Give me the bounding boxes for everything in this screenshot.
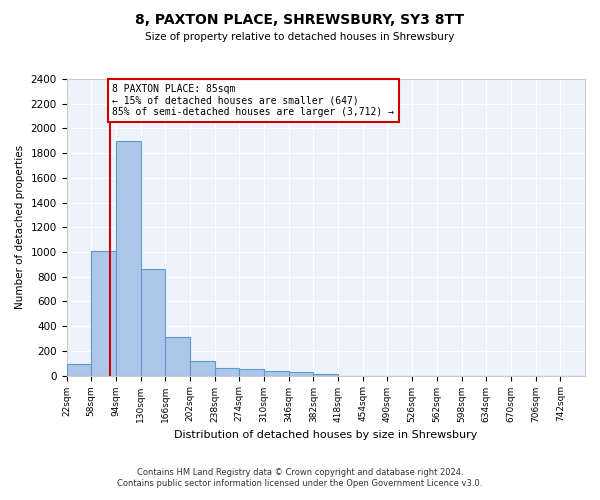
- Y-axis label: Number of detached properties: Number of detached properties: [15, 145, 25, 310]
- Bar: [215, 368, 239, 376]
- Bar: [313, 374, 338, 376]
- Text: Size of property relative to detached houses in Shrewsbury: Size of property relative to detached ho…: [145, 32, 455, 42]
- Text: Contains HM Land Registry data © Crown copyright and database right 2024.
Contai: Contains HM Land Registry data © Crown c…: [118, 468, 482, 487]
- Bar: [165, 336, 190, 376]
- Bar: [91, 251, 116, 376]
- Bar: [116, 142, 140, 376]
- Bar: [264, 370, 289, 376]
- X-axis label: Distribution of detached houses by size in Shrewsbury: Distribution of detached houses by size …: [174, 430, 478, 440]
- Bar: [289, 372, 313, 376]
- Text: 8 PAXTON PLACE: 85sqm
← 15% of detached houses are smaller (647)
85% of semi-det: 8 PAXTON PLACE: 85sqm ← 15% of detached …: [112, 84, 394, 117]
- Bar: [190, 360, 215, 376]
- Bar: [239, 370, 264, 376]
- Text: 8, PAXTON PLACE, SHREWSBURY, SY3 8TT: 8, PAXTON PLACE, SHREWSBURY, SY3 8TT: [136, 12, 464, 26]
- Bar: [140, 270, 165, 376]
- Bar: [67, 364, 91, 376]
